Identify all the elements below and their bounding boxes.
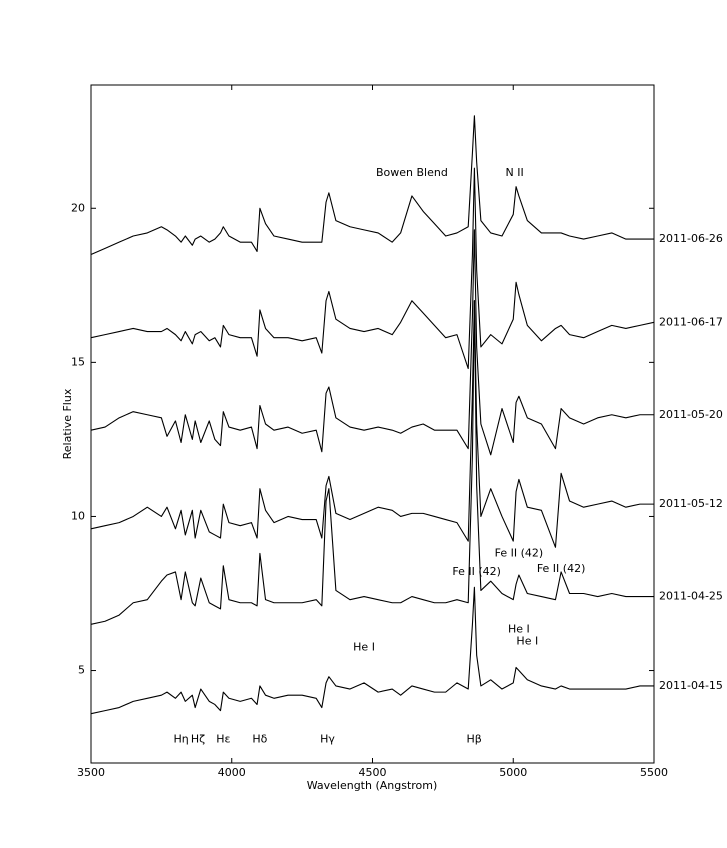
x-tick-label: 5500: [640, 766, 668, 779]
annotation: Hε: [216, 733, 230, 746]
x-axis-label: Wavelength (Angstrom): [307, 779, 438, 792]
annotation: Hζ: [191, 733, 205, 746]
series-label: 2011-06-26: [659, 232, 723, 245]
annotation: Fe II (42): [495, 546, 544, 559]
annotation: He I: [516, 635, 538, 648]
spectrum-line: [90, 167, 655, 370]
annotation: He I: [508, 623, 530, 636]
annotation: Hγ: [320, 733, 335, 746]
annotation: He I: [353, 640, 375, 653]
x-tick-label: 4000: [218, 766, 246, 779]
series-label: 2011-05-12: [659, 497, 723, 510]
spectrum-line: [90, 300, 654, 625]
series-label: 2011-04-25: [659, 590, 723, 603]
y-tick-label: 20: [71, 201, 85, 214]
y-tick-label: 15: [71, 355, 85, 368]
x-tick-label: 5000: [499, 766, 527, 779]
y-tick-label: 5: [78, 664, 85, 677]
annotation: Hη: [173, 733, 188, 746]
annotation: Bowen Blend: [376, 166, 448, 179]
annotation: N II: [506, 166, 524, 179]
y-tick-label: 10: [71, 509, 85, 522]
series-label: 2011-06-17: [659, 315, 723, 328]
annotation: Hβ: [466, 733, 481, 746]
plot-frame: [90, 84, 655, 764]
annotation: Hδ: [252, 733, 267, 746]
y-axis-label: Relative Flux: [61, 388, 74, 459]
series-label: 2011-04-15: [659, 679, 723, 692]
x-tick-label: 4500: [359, 766, 387, 779]
annotation: Fe II (42): [537, 562, 586, 575]
spectrum-line: [90, 115, 654, 256]
x-tick-label: 3500: [77, 766, 105, 779]
spectrum-line: [90, 300, 654, 548]
spectrum-line: [90, 586, 654, 715]
annotation: Fe II (42): [452, 565, 501, 578]
spectrum-line: [90, 229, 654, 456]
series-label: 2011-05-20: [659, 408, 723, 421]
